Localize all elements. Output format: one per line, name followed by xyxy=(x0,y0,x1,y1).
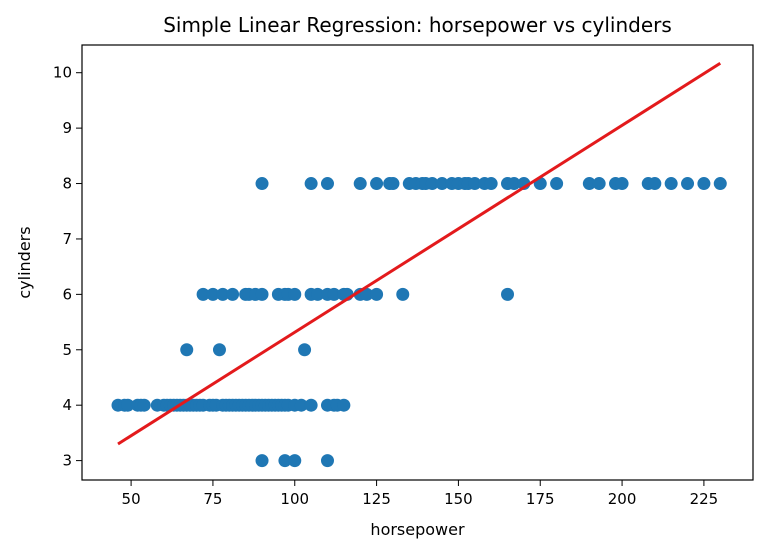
data-point xyxy=(216,287,230,301)
scatter-points xyxy=(111,177,727,468)
y-tick-label: 9 xyxy=(62,119,72,137)
data-point xyxy=(255,287,269,301)
x-tick-label: 75 xyxy=(203,490,222,508)
data-point xyxy=(137,398,151,412)
x-tick-label: 225 xyxy=(690,490,719,508)
data-point xyxy=(255,177,269,191)
x-tick-label: 175 xyxy=(526,490,555,508)
data-point xyxy=(370,177,384,191)
y-axis-label: cylinders xyxy=(15,226,34,298)
data-point xyxy=(507,177,521,191)
data-point xyxy=(304,398,318,412)
y-tick-label: 3 xyxy=(62,452,72,470)
data-point xyxy=(615,177,629,191)
x-axis-label: horsepower xyxy=(370,520,465,539)
y-axis: 3 4 5 6 7 8 9 10 xyxy=(53,64,82,470)
data-point xyxy=(298,343,312,357)
data-point xyxy=(425,177,439,191)
data-point xyxy=(501,287,515,301)
y-tick-label: 6 xyxy=(62,285,72,303)
data-point xyxy=(311,287,325,301)
y-tick-label: 10 xyxy=(53,64,72,82)
y-tick-label: 5 xyxy=(62,341,72,359)
data-point xyxy=(435,177,449,191)
data-point xyxy=(396,287,410,301)
data-point xyxy=(484,177,498,191)
data-point xyxy=(288,287,302,301)
data-point xyxy=(664,177,678,191)
data-point xyxy=(327,287,341,301)
data-point xyxy=(288,454,302,468)
y-tick-label: 4 xyxy=(62,396,72,414)
data-point xyxy=(278,454,292,468)
regression-line xyxy=(117,62,722,446)
data-point xyxy=(648,177,662,191)
data-point xyxy=(550,177,564,191)
data-point xyxy=(592,177,606,191)
regression-line-layer xyxy=(117,62,722,446)
data-point xyxy=(226,287,240,301)
data-point xyxy=(370,287,384,301)
data-point xyxy=(180,343,194,357)
data-point xyxy=(697,177,711,191)
data-point xyxy=(304,177,318,191)
x-tick-label: 150 xyxy=(444,490,473,508)
x-tick-label: 125 xyxy=(362,490,391,508)
x-tick-label: 200 xyxy=(608,490,637,508)
x-axis: 50 75 100 125 150 175 200 225 xyxy=(122,480,719,508)
plot-area-frame xyxy=(81,44,754,481)
data-point xyxy=(196,287,210,301)
data-point xyxy=(320,177,334,191)
data-point xyxy=(212,343,226,357)
data-point xyxy=(255,454,269,468)
y-tick-label: 7 xyxy=(62,230,72,248)
data-point xyxy=(713,177,727,191)
data-point xyxy=(121,398,135,412)
x-tick-label: 100 xyxy=(280,490,309,508)
data-point xyxy=(320,454,334,468)
data-point xyxy=(681,177,695,191)
chart-title: Simple Linear Regression: horsepower vs … xyxy=(163,13,672,37)
data-point xyxy=(468,177,482,191)
data-point xyxy=(206,287,220,301)
data-point xyxy=(360,287,374,301)
x-tick-label: 50 xyxy=(122,490,141,508)
data-point xyxy=(386,177,400,191)
data-point xyxy=(294,398,308,412)
data-point xyxy=(582,177,596,191)
data-point xyxy=(337,398,351,412)
y-tick-label: 8 xyxy=(62,175,72,193)
data-point xyxy=(353,177,367,191)
